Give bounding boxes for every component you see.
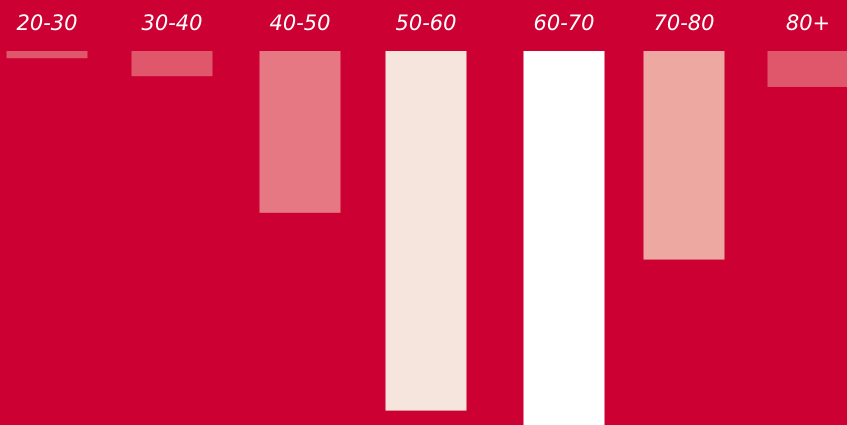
bar-60-70 <box>523 51 605 425</box>
category-label-50-60: 50-60 <box>395 11 457 35</box>
category-label-60-70: 60-70 <box>533 11 595 35</box>
bar-70-80 <box>643 51 725 260</box>
category-label-80+: 80+ <box>785 11 831 35</box>
category-label-70-80: 70-80 <box>653 11 715 35</box>
category-label-20-30: 20-30 <box>16 11 78 35</box>
bar-30-40 <box>131 51 213 77</box>
category-label-30-40: 30-40 <box>141 11 203 35</box>
bar-20-30 <box>6 51 88 59</box>
bar-80+ <box>767 51 847 87</box>
category-label-40-50: 40-50 <box>269 11 331 35</box>
bar-40-50 <box>259 51 341 213</box>
bar-50-60 <box>385 51 467 411</box>
